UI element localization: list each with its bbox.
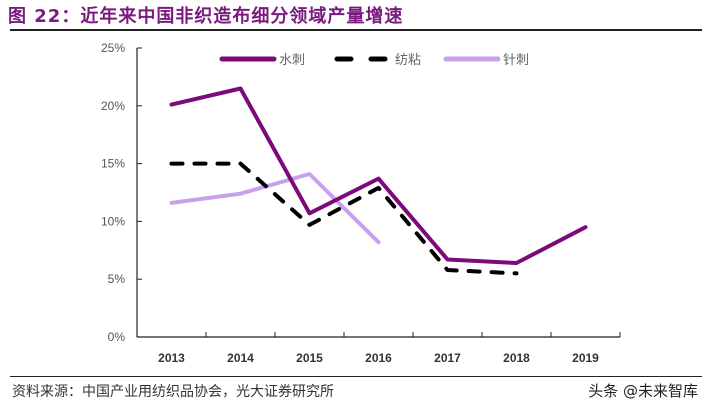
x-tick-label: 2015	[296, 351, 323, 365]
x-tick-label: 2019	[572, 351, 599, 365]
x-tick-label: 2017	[434, 351, 461, 365]
x-tick-label: 2016	[365, 351, 392, 365]
source-note: 资料来源：中国产业用纺织品协会，光大证券研究所	[12, 384, 334, 400]
series-line-2	[169, 161, 519, 276]
figure-title: 图 22：近年来中国非织造布细分领域产量增速	[8, 6, 404, 27]
y-tick-label: 25%	[101, 41, 125, 55]
watermark: 头条 @未来智库	[588, 382, 698, 400]
legend-label-3: 针刺	[503, 53, 529, 68]
x-tick-label: 2018	[503, 351, 530, 365]
series-line-3	[169, 172, 381, 245]
legend-label-2: 纺粘	[395, 53, 421, 68]
y-tick-label: 0%	[108, 330, 126, 344]
y-tick-label: 5%	[108, 272, 126, 286]
x-tick-label: 2013	[158, 351, 185, 365]
series-line-1	[169, 86, 588, 265]
bottom-divider	[10, 376, 702, 377]
y-tick-label: 15%	[101, 157, 125, 171]
y-tick-label: 10%	[101, 214, 125, 228]
line-chart: 0% 5% 10% 15% 20% 25% 2013 2014 2015 2016 2017 2018…	[101, 41, 621, 365]
y-tick-label: 20%	[101, 99, 125, 113]
top-divider	[10, 29, 702, 31]
legend-label-1: 水刺	[279, 53, 305, 68]
x-tick-label: 2014	[227, 351, 254, 365]
